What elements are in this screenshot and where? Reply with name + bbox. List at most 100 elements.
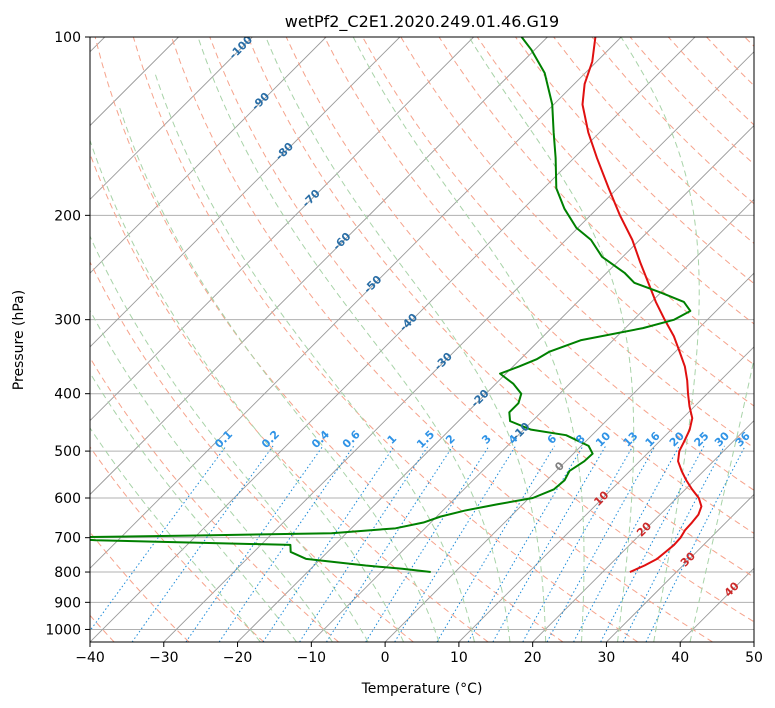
mixing-ratio-label: 2 [443, 432, 458, 447]
dry-adiabat [90, 531, 190, 642]
isotherm-line [753, 641, 754, 642]
moist-adiabat [90, 309, 333, 642]
moist-adiabat-label: 0 [552, 459, 567, 474]
isotherm-line [90, 37, 401, 348]
y-tick-label: 900 [54, 595, 81, 611]
isotherm-line [384, 272, 754, 642]
dry-adiabat [171, 37, 713, 642]
moist-adiabat-label: 20 [634, 519, 654, 539]
dry-adiabat [132, 37, 639, 642]
x-tick-label: 50 [745, 650, 763, 666]
isotherm-line [90, 37, 622, 569]
moist-adiabat [90, 138, 405, 642]
dry-adiabat [438, 37, 754, 366]
moist-adiabat [118, 104, 440, 642]
mixing-ratio-label: 16 [643, 429, 663, 449]
mixing-ratio-line [299, 445, 429, 642]
x-tick-label: −40 [75, 650, 105, 666]
moist-adiabat [265, 37, 547, 642]
mixing-ratio-label: 25 [692, 429, 712, 449]
dry-adiabat-label: -80 [273, 140, 296, 163]
x-tick-label: 0 [381, 650, 390, 666]
profile-series [90, 37, 703, 574]
dry-adiabat [362, 37, 754, 449]
mixing-ratio-line [326, 445, 454, 642]
y-tick-label: 800 [54, 565, 81, 581]
mixing-ratio-line [467, 445, 584, 642]
isotherm-line [90, 37, 696, 642]
dry-adiabat [209, 37, 754, 623]
isotherm-line [311, 198, 754, 642]
dry-adiabat [729, 0, 775, 642]
mixing-ratio-label: 20 [667, 429, 687, 449]
isotherm-line [532, 420, 754, 642]
mixing-ratio-line [365, 445, 490, 642]
plot-frame [89, 36, 755, 643]
mixing-ratio-label: 10 [593, 429, 613, 449]
mixing-ratio-line [600, 445, 705, 642]
x-tick-label: −10 [297, 650, 327, 666]
dry-adiabat-label: -40 [397, 311, 420, 334]
isotherm-line [606, 493, 754, 642]
moist-adiabat [197, 37, 511, 642]
reference-line-labels: -100-90-80-70-60-50-40-30-20-10010203040… [212, 37, 753, 600]
moist-adiabat [154, 72, 475, 642]
y-tick-label: 200 [54, 208, 81, 224]
isotherm-line [458, 346, 754, 642]
moist-adiabats [90, 37, 754, 642]
dry-adiabat [323, 37, 754, 491]
dry-adiabat-label: -60 [330, 230, 353, 253]
mixing-ratio-line [546, 445, 656, 642]
x-axis-label: Temperature (°C) [361, 681, 483, 697]
y-tick-label: 1000 [45, 622, 81, 638]
isotherm-line [90, 37, 253, 200]
dry-adiabat [90, 260, 414, 642]
pressure-gridlines [90, 37, 754, 630]
x-tick-label: −30 [149, 650, 179, 666]
mixing-ratio-label: 3 [479, 432, 494, 447]
dry-adiabat [705, 37, 754, 87]
y-tick-label: 600 [54, 491, 81, 507]
y-tick-label: 500 [54, 444, 81, 460]
moist-adiabat [689, 356, 754, 642]
dry-adiabat [667, 37, 754, 126]
dry-adiabat-label: -70 [300, 187, 323, 210]
dry-adiabat-label: -90 [249, 90, 272, 113]
dry-adiabat [94, 37, 564, 642]
dry-adiabat [285, 37, 754, 534]
dry-adiabats [90, 0, 775, 642]
isotherm-line [679, 567, 754, 642]
isotherm-line [90, 37, 474, 422]
mixing-ratio-line [131, 445, 274, 642]
isotherm-line [90, 37, 548, 496]
temperature-profile [581, 37, 703, 573]
y-axis-label: Pressure (hPa) [11, 290, 27, 390]
moist-adiabat [90, 427, 261, 642]
x-tick-label: 10 [450, 650, 468, 666]
mixing-ratio-line [218, 445, 355, 642]
x-tick-label: −20 [223, 650, 253, 666]
mixing-ratio-label: 0.2 [259, 428, 282, 451]
dry-adiabat [400, 37, 754, 407]
mixing-ratio-label: 0.1 [212, 428, 235, 451]
dry-adiabat [247, 37, 754, 578]
moist-adiabat [90, 371, 297, 642]
y-axis-ticks: 100 200 300 400 500 600 700 800 900 1000 [45, 30, 90, 638]
dry-adiabat [90, 152, 489, 642]
moist-adiabat-label: 10 [591, 488, 611, 508]
dry-adiabat-label: -30 [432, 350, 455, 373]
y-tick-label: 700 [54, 531, 81, 547]
mixing-ratio-line [645, 445, 746, 642]
isotherm-line [237, 124, 754, 642]
dry-adiabat-label: -50 [361, 273, 384, 296]
mixing-ratio-line [436, 445, 555, 642]
mixing-ratio-label: 0.4 [309, 428, 332, 451]
isotherm-line [163, 51, 754, 642]
moist-adiabat-label: 40 [722, 579, 742, 599]
mixing-ratio-line [394, 445, 517, 642]
dry-adiabat [629, 37, 754, 165]
moist-adiabat [620, 37, 700, 642]
mixing-ratio-line [90, 445, 227, 632]
plot-area: -100-90-80-70-60-50-40-30-20-10010203040… [90, 0, 775, 642]
y-tick-label: 100 [54, 30, 81, 46]
